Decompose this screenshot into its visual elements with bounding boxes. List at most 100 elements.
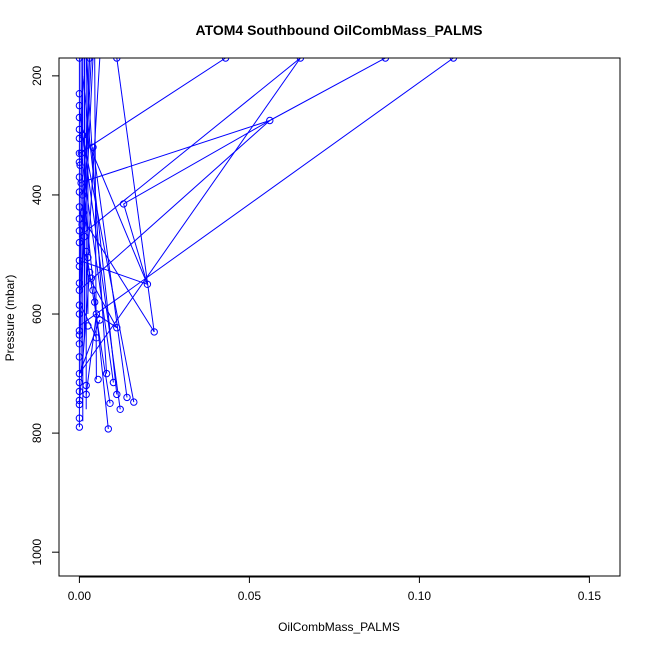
series-line-segment <box>78 58 301 374</box>
data-point <box>75 310 84 318</box>
data-point <box>106 399 114 407</box>
data-point <box>84 253 92 262</box>
data-point <box>75 423 84 431</box>
series-line-segment <box>79 259 148 285</box>
data-point <box>77 179 85 187</box>
data-point <box>75 353 84 361</box>
data-point <box>104 425 113 433</box>
series-line-segment <box>79 120 270 184</box>
series-line-segment <box>269 58 386 121</box>
series-line-segment <box>79 58 454 327</box>
data-point <box>82 390 90 399</box>
series-line-segment <box>79 120 271 291</box>
data-point <box>87 274 96 282</box>
data-point <box>75 101 84 110</box>
data-point <box>75 215 84 223</box>
series-line-segment <box>82 58 92 225</box>
series-line-segment <box>89 278 118 328</box>
data-point <box>75 227 84 235</box>
data-point <box>109 378 118 387</box>
y-tick-label: 600 <box>30 304 44 324</box>
data-point <box>113 390 121 399</box>
data-point <box>75 340 84 348</box>
series-line-segment <box>123 120 271 205</box>
data-point <box>92 310 101 318</box>
y-axis: 200 400 600 800 1000 <box>30 66 59 566</box>
x-tick-label: 0.05 <box>238 589 262 603</box>
series-line-segment <box>82 135 135 403</box>
series-line-segment <box>79 58 226 154</box>
data-point <box>221 58 230 62</box>
data-point <box>84 322 92 330</box>
data-point <box>80 232 89 241</box>
data-point <box>91 298 99 306</box>
x-axis: 0.00 0.05 0.10 0.15 <box>68 576 602 603</box>
series-line-segment <box>123 203 148 285</box>
data-point <box>102 369 111 378</box>
data-point <box>75 238 84 247</box>
series-line-segment <box>82 182 109 429</box>
data-point <box>113 324 121 332</box>
y-tick-label: 800 <box>30 423 44 443</box>
data-point <box>266 116 274 125</box>
data-point <box>75 113 84 122</box>
series-line-segment <box>79 58 301 237</box>
plot-frame <box>58 57 621 577</box>
data-point <box>85 58 94 62</box>
data-point <box>75 90 84 98</box>
data-point <box>75 327 84 335</box>
data-point <box>92 334 101 342</box>
data-point <box>75 387 84 396</box>
data-point <box>89 143 97 152</box>
data-point <box>94 375 102 384</box>
series-line-segment <box>78 212 155 333</box>
data-point <box>75 396 84 405</box>
data-point <box>77 149 86 158</box>
series-line-segment <box>85 313 97 395</box>
series-line-segment <box>116 58 155 332</box>
series-line-segment <box>96 313 118 329</box>
chart-title: ATOM4 Southbound OilCombMass_PALMS <box>196 22 483 38</box>
x-axis-label: OilCombMass_PALMS <box>278 620 400 634</box>
series-line-segment <box>78 301 97 339</box>
data-point <box>130 398 138 406</box>
data-point <box>381 58 390 62</box>
data-point <box>75 400 84 409</box>
data-point <box>75 369 84 378</box>
data-point <box>150 328 158 336</box>
data-point <box>75 414 84 422</box>
data-point <box>75 279 84 287</box>
y-tick-label: 1000 <box>30 539 44 566</box>
data-point <box>143 280 152 288</box>
data-point <box>75 378 84 387</box>
data-point <box>75 286 84 294</box>
x-tick-label: 0.15 <box>578 589 602 603</box>
data-point <box>75 301 84 309</box>
data-point <box>449 58 458 62</box>
data-point <box>79 209 88 217</box>
plot-area <box>75 58 458 433</box>
data-point <box>78 191 87 199</box>
data-point <box>75 256 84 265</box>
data-point <box>123 393 131 402</box>
data-point <box>75 125 84 134</box>
data-point <box>75 331 84 339</box>
data-point <box>113 58 121 62</box>
x-tick-label: 0.00 <box>68 589 92 603</box>
series-line-segment <box>80 153 114 383</box>
data-point <box>75 158 84 166</box>
data-point <box>96 316 104 324</box>
data-point <box>79 131 87 140</box>
data-point <box>75 149 84 158</box>
data-point <box>296 58 305 62</box>
series-line-segment <box>85 251 111 404</box>
y-axis-label: Pressure (mbar) <box>3 275 17 362</box>
data-point <box>75 203 84 211</box>
series-line-segment <box>82 129 148 285</box>
data-point <box>75 58 84 62</box>
data-point <box>116 405 124 413</box>
data-point <box>89 286 97 294</box>
x-tick-label: 0.10 <box>408 589 432 603</box>
data-point <box>82 381 90 390</box>
